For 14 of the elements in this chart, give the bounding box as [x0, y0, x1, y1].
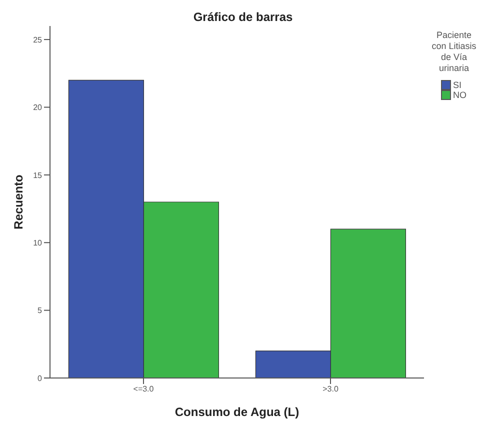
x-tick-label: >3.0 — [322, 384, 339, 394]
x-axis-title: Consumo de Agua (L) — [174, 405, 300, 419]
y-tick-label: 10 — [33, 238, 43, 248]
y-tick-label: 25 — [33, 35, 43, 44]
legend-title: Paciente con Litiasis de Vía urinaria — [430, 30, 478, 74]
y-tick-label: 15 — [33, 170, 43, 180]
chart-title: Gráfico de barras — [192, 10, 294, 24]
legend-label: SI — [453, 80, 463, 90]
y-tick-label: 5 — [38, 306, 43, 316]
y-tick-label: 20 — [33, 103, 43, 112]
y-axis-title: Recuento — [11, 174, 26, 230]
x-tick-label: <=3.0 — [133, 384, 154, 394]
y-tick-label: 0 — [38, 374, 43, 383]
legend-label: NO — [453, 90, 467, 100]
